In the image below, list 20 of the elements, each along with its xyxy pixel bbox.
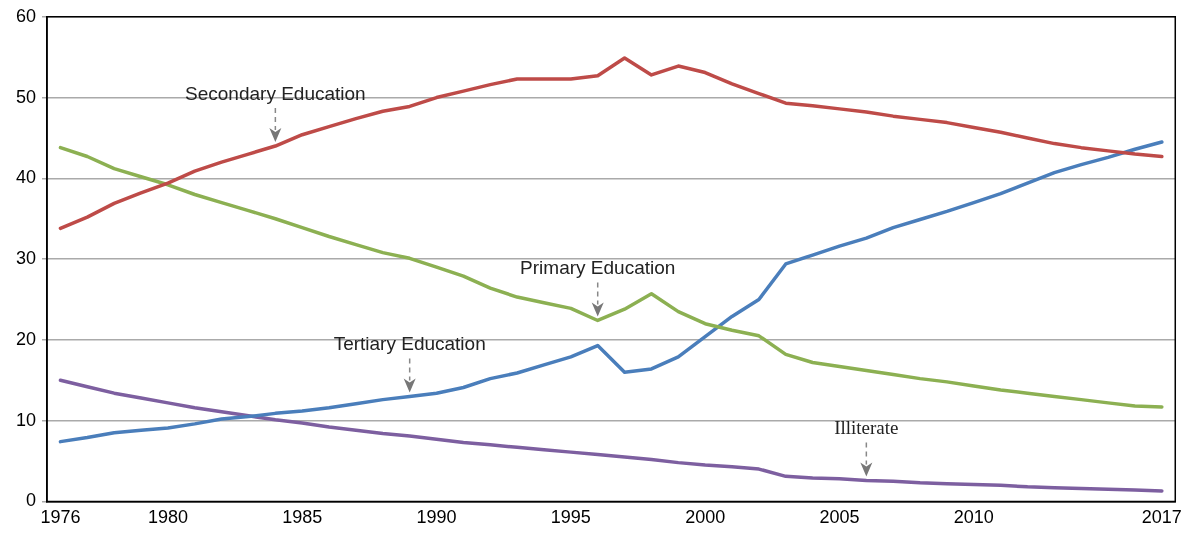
series-label: Secondary Education xyxy=(185,83,366,105)
x-tick-label: 1985 xyxy=(282,507,323,528)
x-tick-label: 1980 xyxy=(147,507,188,528)
x-tick-label: 1990 xyxy=(416,507,457,528)
text: Illiterate xyxy=(834,417,899,439)
x-tick-label: 1995 xyxy=(550,507,591,528)
x-tick-label: 2010 xyxy=(953,507,994,528)
x-tick-label: 2005 xyxy=(819,507,860,528)
series-label: Primary Education xyxy=(520,257,676,279)
y-tick-label: 60 xyxy=(15,5,37,26)
y-tick-label: 30 xyxy=(15,248,37,269)
x-tick-label: 2000 xyxy=(685,507,726,528)
series-label: Tertiary Education xyxy=(333,333,486,355)
y-tick-label: 20 xyxy=(15,328,37,349)
y-tick-label: 40 xyxy=(15,167,37,188)
y-tick-label: 0 xyxy=(26,490,37,511)
y-tick-label: 10 xyxy=(15,409,37,430)
y-tick-label: 50 xyxy=(15,86,37,107)
x-tick-label: 1976 xyxy=(40,507,81,528)
x-tick-label: 2017 xyxy=(1141,507,1182,528)
